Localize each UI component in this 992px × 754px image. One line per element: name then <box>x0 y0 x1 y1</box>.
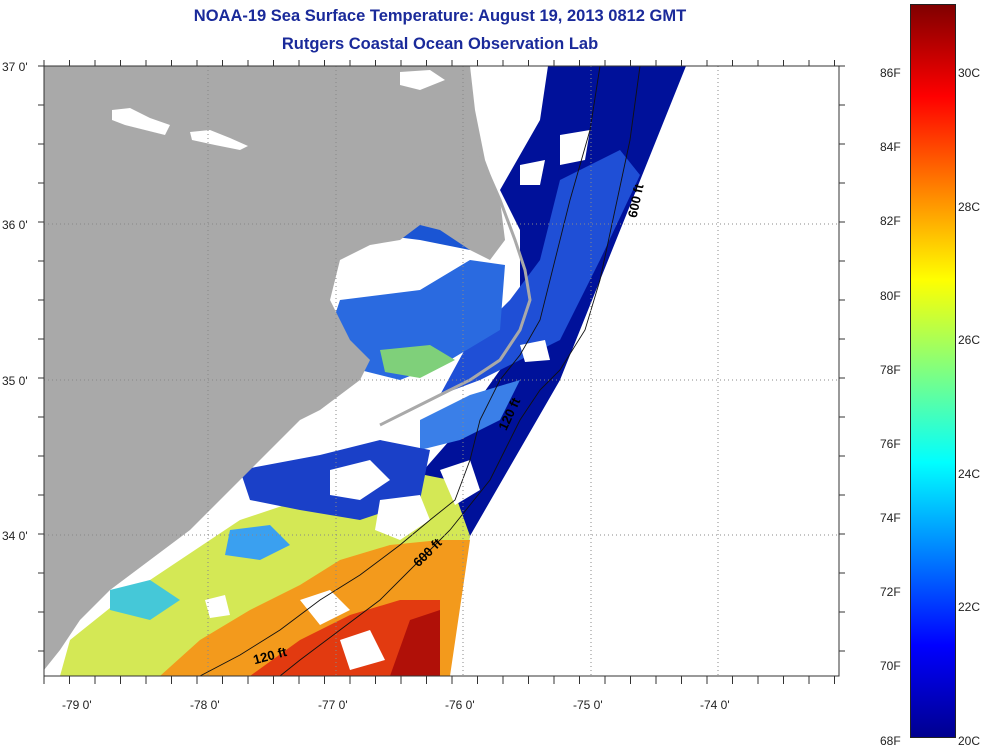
sst-patch-mid <box>420 380 520 450</box>
colorbar-label-84f: 84F <box>880 140 901 154</box>
map-title: NOAA-19 Sea Surface Temperature: August … <box>193 7 687 25</box>
sst-cool-patch-3 <box>110 580 180 620</box>
colorbar-label-24c: 24C <box>958 467 981 481</box>
map-frame <box>43 65 840 677</box>
colorbar-label-76f: 76F <box>880 437 901 451</box>
lon-label-79: -79 0' <box>62 698 92 712</box>
sst-warm-red <box>250 600 440 676</box>
cloud-mask <box>205 130 590 670</box>
lat-label-36: 36 0' <box>2 218 28 232</box>
sst-pamlico <box>330 260 505 380</box>
colorbar-label-22c: 22C <box>958 600 981 614</box>
lon-label-75: -75 0' <box>573 698 603 712</box>
axis-ticks <box>38 60 845 684</box>
colorbar-label-78f: 78F <box>880 363 901 377</box>
colorbar-label-20c: 20C <box>958 734 981 748</box>
lat-label-35: 35 0' <box>2 374 28 388</box>
lon-label-77: -77 0' <box>318 698 348 712</box>
lat-label-34: 34 0' <box>2 529 28 543</box>
contour-600ft <box>279 66 641 676</box>
colorbar-label-68f: 68F <box>880 734 901 748</box>
sst-hot <box>390 610 440 676</box>
lat-label-37: 37 0' <box>2 60 28 74</box>
sst-pamlico-green <box>380 345 455 378</box>
contour-label-600-upper: 600 ft <box>625 182 647 219</box>
colorbar-label-26c: 26C <box>958 333 981 347</box>
lon-label-78: -78 0' <box>190 698 220 712</box>
graticule <box>44 66 839 676</box>
sst-cool-patch-2 <box>225 525 290 560</box>
colorbar-label-80f: 80F <box>880 289 901 303</box>
colorbar-label-30c: 30C <box>958 66 981 80</box>
land-mass <box>44 66 505 670</box>
outer-banks <box>379 149 532 427</box>
colorbar-label-72f: 72F <box>880 585 901 599</box>
temperature-colorbar <box>910 4 956 738</box>
colorbar-label-70f: 70F <box>880 659 901 673</box>
map-subtitle: Rutgers Coastal Ocean Observation Lab <box>281 35 599 53</box>
colorbar-label-82f: 82F <box>880 214 901 228</box>
lon-label-76: -76 0' <box>445 698 475 712</box>
lon-label-74: -74 0' <box>700 698 730 712</box>
colorbar-label-74f: 74F <box>880 511 901 525</box>
lakes <box>112 70 445 150</box>
colorbar-label-28c: 28C <box>958 200 981 214</box>
colorbar-label-86f: 86F <box>880 66 901 80</box>
contour-120ft <box>199 66 601 676</box>
